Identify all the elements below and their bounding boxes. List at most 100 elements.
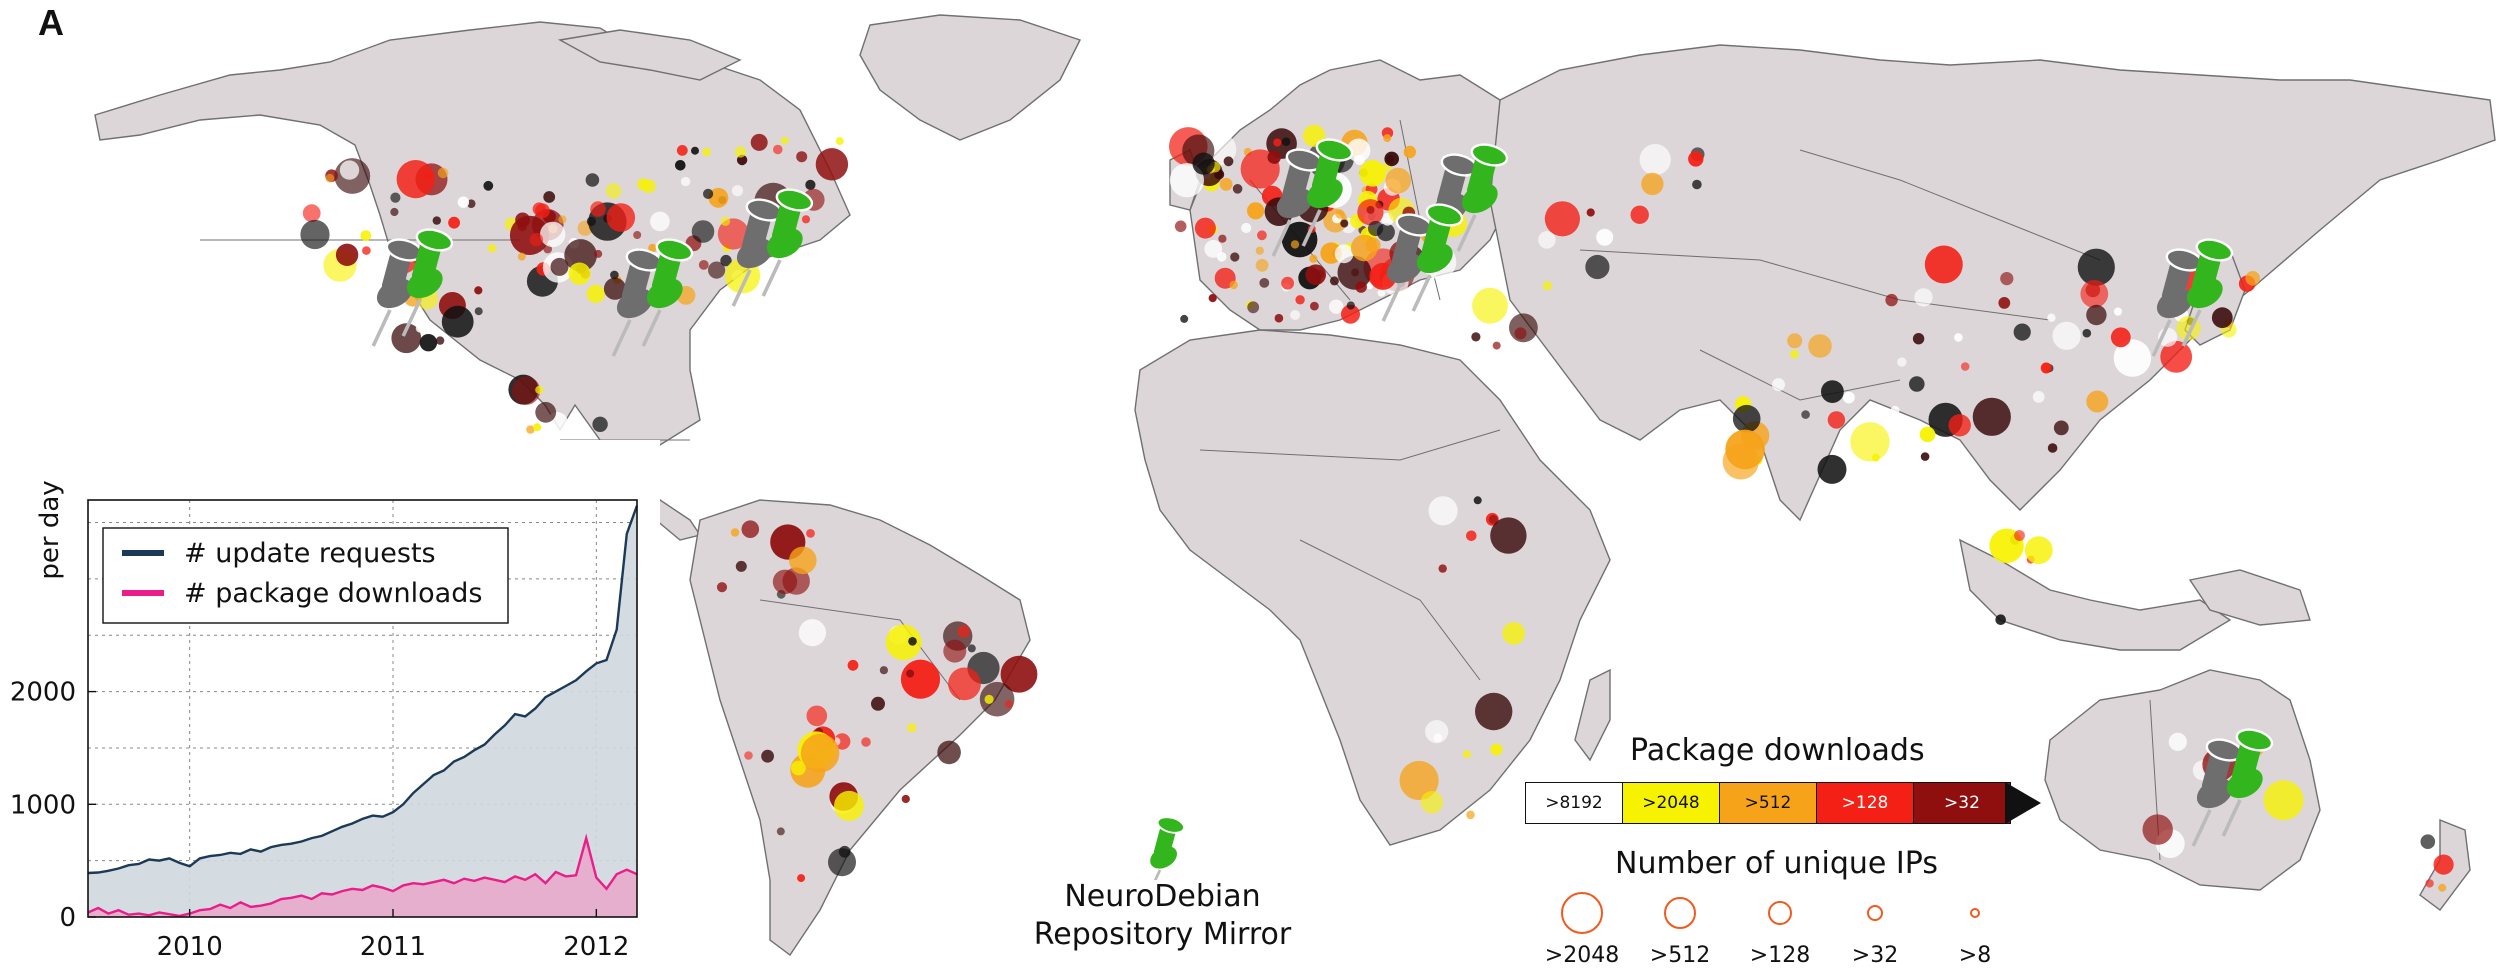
download-location-dot	[1290, 240, 1300, 249]
download-location-dot	[2032, 391, 2045, 403]
download-location-dot	[676, 145, 688, 156]
landmass-greenland	[859, 14, 1081, 141]
download-location-dot	[564, 239, 597, 272]
download-location-dot	[1787, 333, 1803, 349]
download-location-dot	[362, 246, 371, 255]
landmass-australia	[2044, 669, 2321, 891]
download-location-dot	[901, 794, 910, 804]
download-location-dot	[900, 659, 941, 699]
download-location-dot	[610, 270, 619, 280]
download-location-dot	[535, 203, 550, 219]
download-location-dot	[432, 216, 441, 225]
chart-ticks: 2010 2011 2012 0 1000 2000	[10, 678, 630, 962]
ips-size-label: >128	[1750, 943, 1810, 968]
border-line	[1199, 429, 1501, 461]
download-location-dot	[1462, 750, 1471, 759]
y-axis-label: per day	[35, 480, 65, 579]
download-location-dot	[1257, 230, 1267, 241]
download-location-dot	[302, 204, 321, 223]
usage-chart: 2010 2011 2012 0 1000 2000 per day # update r…	[0, 440, 660, 971]
download-location-dot	[791, 760, 806, 776]
x-tick-label: 2012	[563, 932, 629, 962]
color-bar-arrow	[2005, 782, 2041, 824]
download-location-dot	[798, 619, 827, 647]
download-location-dot	[650, 211, 670, 232]
download-location-dot	[1290, 310, 1301, 320]
landmass-new-guinea	[2188, 569, 2311, 626]
download-location-dot	[517, 252, 526, 261]
download-location-dot	[543, 244, 552, 254]
downloads-bin: >128	[1817, 782, 1914, 824]
download-location-dot	[2113, 339, 2152, 377]
download-location-dot	[716, 582, 728, 593]
download-location-dot	[474, 307, 483, 316]
download-location-dot	[2053, 420, 2069, 436]
landmass-africa	[1134, 329, 1611, 846]
download-location-dot	[1218, 234, 1227, 243]
download-location-dot	[1919, 426, 1936, 443]
mirror-label-line-2: Repository Mirror	[1033, 917, 1292, 952]
download-location-dot	[457, 196, 470, 208]
download-location-dot	[1232, 184, 1243, 194]
download-location-dot	[1194, 217, 1216, 239]
download-location-dot	[1428, 496, 1458, 526]
download-location-dot	[360, 265, 370, 275]
download-location-dot	[1473, 496, 1482, 505]
download-location-dot	[1924, 245, 1963, 284]
chart-series	[87, 505, 639, 918]
download-location-dot	[751, 834, 763, 846]
download-location-dot	[2420, 834, 2436, 849]
download-location-dot	[1281, 276, 1294, 290]
download-location-dot	[1385, 154, 1395, 164]
download-location-dot	[1259, 278, 1270, 288]
mirror-legend-label: NeuroDebian Repository Mirror	[1030, 878, 1295, 954]
download-location-dot	[526, 425, 535, 434]
download-location-dot	[1885, 293, 1898, 307]
download-location-dot	[1920, 452, 1930, 461]
download-location-dot	[1421, 290, 1436, 305]
mirror-pins	[371, 138, 2274, 847]
download-location-dot	[957, 625, 971, 638]
download-location-dot	[474, 286, 483, 295]
download-location-dot	[435, 336, 445, 345]
download-location-dot	[2013, 323, 2031, 341]
download-location-dot	[806, 705, 828, 727]
download-location-dot	[1340, 219, 1349, 228]
download-location-dot	[1204, 240, 1223, 258]
panel-label-a: A	[38, 2, 64, 43]
download-location-dot	[1350, 234, 1378, 262]
download-location-dot	[1377, 288, 1386, 297]
download-location-dot	[558, 215, 567, 224]
download-location-dot	[1357, 199, 1384, 226]
download-location-dot	[1502, 622, 1525, 645]
download-location-dot	[1466, 530, 1477, 542]
download-location-dot	[2160, 340, 2193, 373]
download-location-dot	[1219, 177, 1233, 191]
download-location-dot	[1169, 163, 1204, 198]
ips-size-circle	[1768, 901, 1792, 925]
download-location-dot	[731, 185, 744, 197]
download-location-dot	[761, 749, 774, 763]
download-location-dot	[847, 659, 859, 671]
border-line	[1579, 249, 2051, 321]
ips-size-circle	[1970, 908, 1980, 918]
download-location-dot	[698, 260, 709, 270]
download-location-dot	[2047, 443, 2058, 453]
download-location-dot	[1948, 414, 1971, 437]
download-location-dot	[1472, 287, 1508, 324]
legend-box	[102, 527, 509, 624]
download-location-dot	[585, 173, 600, 187]
download-location-dot	[390, 192, 401, 203]
downloads-bin: >2048	[1623, 782, 1720, 824]
download-location-dot	[1247, 301, 1260, 314]
download-location-dot	[773, 144, 783, 155]
ips-size-label: >32	[1852, 943, 1898, 968]
downloads-bin: >32	[1914, 782, 2011, 824]
download-location-dot	[1247, 202, 1265, 220]
border-line	[1299, 539, 1481, 681]
mirror-pin-icon	[2191, 728, 2274, 847]
download-location-dot	[948, 667, 981, 701]
download-location-dot	[834, 733, 851, 750]
download-location-dot	[708, 187, 729, 208]
